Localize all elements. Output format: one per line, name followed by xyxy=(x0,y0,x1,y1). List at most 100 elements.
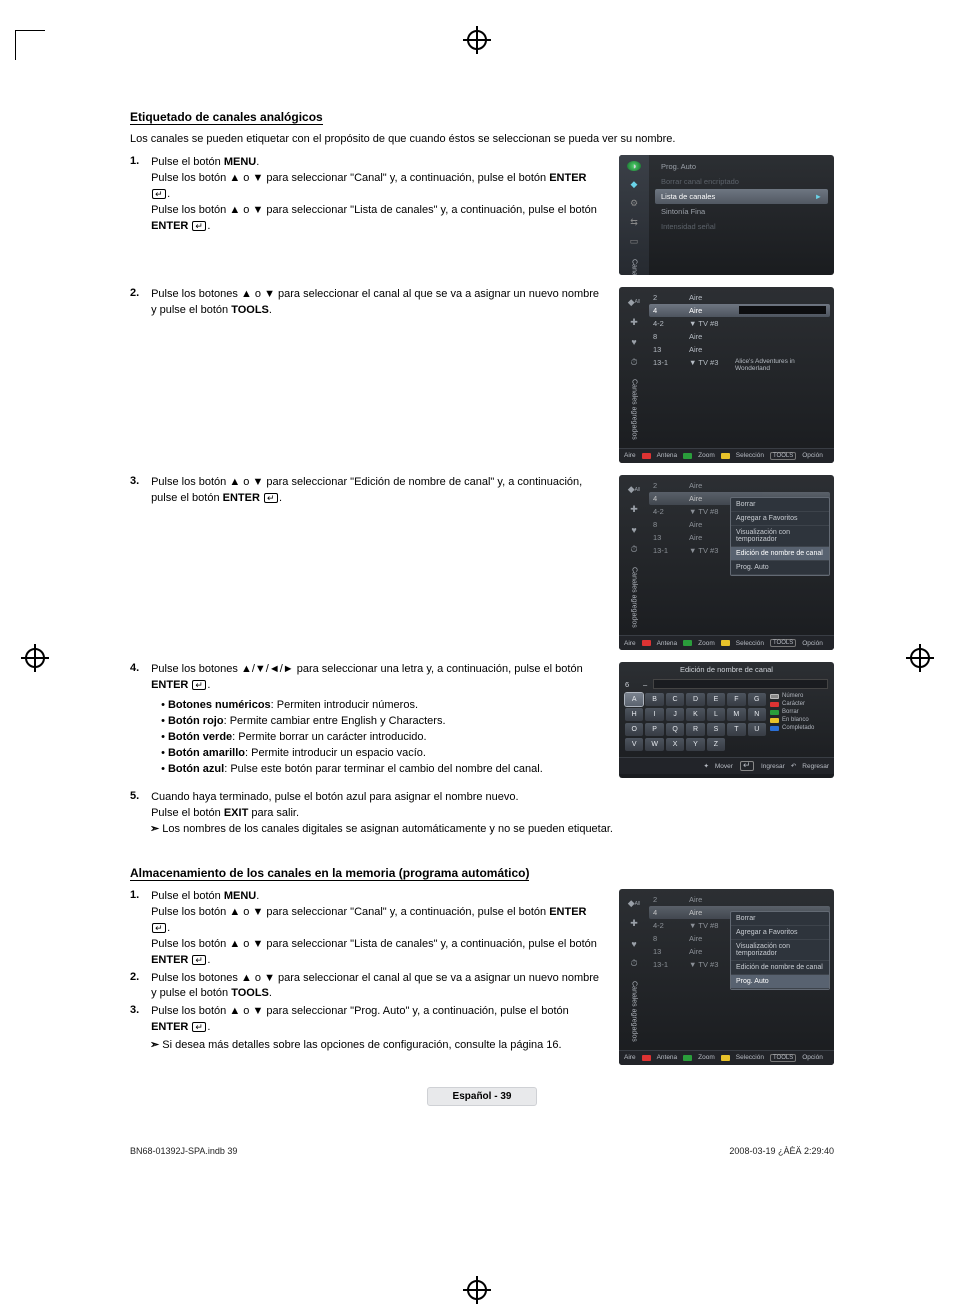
osd-footer: Aire Antena Zoom Selección TOOLSOpción xyxy=(619,635,834,650)
return-icon: ↶ xyxy=(791,762,796,770)
osd-key: V xyxy=(625,738,643,751)
enter-icon xyxy=(192,1022,206,1032)
channel-row: 13Aire xyxy=(649,343,830,356)
favorite-icon: ♥ xyxy=(627,335,641,349)
channel-type: Aire xyxy=(689,934,727,943)
osd-tools-popup: Borrar Agregar a Favoritos Visualización… xyxy=(730,911,830,990)
chevron-right-icon: ► xyxy=(815,192,822,201)
added-icon: ✚ xyxy=(627,315,641,329)
tools-item: Borrar xyxy=(731,912,829,926)
channel-type: Aire xyxy=(689,520,727,529)
osd-footer: Aire Antena Zoom Selección TOOLSOpción xyxy=(619,1050,834,1065)
text: Cuando haya terminado, pulse el botón az… xyxy=(151,791,519,803)
channel-number: 4-2 xyxy=(653,921,681,930)
channel-number: 4-2 xyxy=(653,507,681,516)
yellow-swatch-icon xyxy=(721,640,730,646)
step-2: 2. Pulse los botones ▲ o ▼ para seleccio… xyxy=(130,287,834,463)
osd-key: L xyxy=(707,708,725,721)
osd-key: O xyxy=(625,723,643,736)
step-body: Pulse el botón MENU. Pulse los botón ▲ o… xyxy=(151,889,603,969)
osd-placeholder: – xyxy=(643,680,647,689)
footer-label: Mover xyxy=(715,763,733,770)
text: Pulse los botones ▲ o ▼ para seleccionar… xyxy=(151,288,599,316)
channel-type: Aire xyxy=(689,908,727,917)
channel-number: 13 xyxy=(653,345,681,354)
list-item: Botón amarillo: Permite introducir un es… xyxy=(161,746,603,762)
channel-row-selected: 4Aire xyxy=(649,304,830,317)
yellow-swatch-icon xyxy=(721,1055,730,1061)
osd-edit-name-screenshot: Edición de nombre de canal 6 – ABCDEFGHI… xyxy=(619,662,834,778)
osd-name-input-row: 6 – xyxy=(619,677,834,693)
osd-keyboard: ABCDEFGHIJKLMNOPQRSTUVWXYZ Número Caráct… xyxy=(619,693,834,757)
bold: Botón verde xyxy=(168,731,232,743)
text: : Permiten introducir números. xyxy=(271,699,418,711)
added-icon: ✚ xyxy=(627,503,641,517)
channel-row: 2Aire xyxy=(649,291,830,304)
picture-icon: ◆ xyxy=(627,179,641,190)
channel-type: Aire xyxy=(689,895,727,904)
channel-number: 13-1 xyxy=(653,358,681,372)
osd-menu-screenshot: ◑ ◆ ⚙ ⇆ ▭ Canal Prog. Auto Borrar canal … xyxy=(619,155,834,275)
osd-key: J xyxy=(666,708,684,721)
section-title: Almacenamiento de los canales en la memo… xyxy=(130,866,529,881)
footer-label: Opción xyxy=(802,1054,823,1061)
bold: Botón azul xyxy=(168,763,224,775)
channel-number: 13-1 xyxy=(653,546,681,555)
osd-menu-item: Sintonía Fina xyxy=(655,204,828,219)
tools-label: TOOLS xyxy=(231,304,269,316)
channel-type: Aire xyxy=(689,494,727,503)
text: . xyxy=(256,890,259,902)
osd-key: N xyxy=(748,708,766,721)
enter-icon xyxy=(152,189,166,199)
step-body: Pulse el botón MENU. Pulse los botón ▲ o… xyxy=(151,155,603,235)
tools-item: Visualización con temporizador xyxy=(731,940,829,961)
text: : Permite introducir un espacio vacío. xyxy=(245,747,426,759)
page-number-label: Español - 39 xyxy=(427,1087,537,1106)
osd-sidebar: ◆All ✚ ♥ ⏱ Canales agregados xyxy=(623,291,645,440)
footer-label: Zoom xyxy=(698,1054,715,1061)
all-icon: ◆All xyxy=(627,483,641,497)
exit-label: EXIT xyxy=(224,807,248,819)
tools-key-icon: TOOLS xyxy=(770,1054,796,1062)
channel-number: 13-1 xyxy=(653,960,681,969)
step-body: Pulse los botón ▲ o ▼ para seleccionar "… xyxy=(151,475,603,507)
osd-footer: ✦Mover Ingresar ↶Regresar xyxy=(619,757,834,774)
red-swatch-icon xyxy=(642,453,651,459)
name-field xyxy=(739,306,826,314)
channel-row: 8Aire xyxy=(649,330,830,343)
enter-label: ENTER xyxy=(549,172,586,184)
text: Pulse los botón ▲ o ▼ para seleccionar "… xyxy=(151,204,597,216)
move-icon: ✦ xyxy=(703,762,708,770)
red-swatch-icon xyxy=(642,1055,651,1061)
osd-menu-items: Prog. Auto Borrar canal encriptado Lista… xyxy=(649,155,834,275)
osd-sidebar-label: Canales agregados xyxy=(631,379,638,440)
channel-name: Alice's Adventures in Wonderland xyxy=(735,358,826,372)
osd-key: K xyxy=(686,708,704,721)
text: Lista de canales xyxy=(661,192,715,201)
favorite-icon: ♥ xyxy=(627,937,641,951)
osd-sidebar-label: Canales agregados xyxy=(631,567,638,628)
footer-label: Aire xyxy=(624,640,636,647)
legend-label: Número xyxy=(782,693,803,699)
tools-item: Borrar xyxy=(731,498,829,512)
page-body: Etiquetado de canales analógicos Los can… xyxy=(0,0,954,1176)
step-body: Pulse los botón ▲ o ▼ para seleccionar "… xyxy=(151,1004,603,1036)
doc-id: BN68-01392J-SPA.indb 39 xyxy=(130,1146,237,1156)
text: Pulse el botón xyxy=(151,890,224,902)
legend-label: Completado xyxy=(782,725,814,731)
legend-label: En blanco xyxy=(782,717,809,723)
osd-tools-popup: Borrar Agregar a Favoritos Visualización… xyxy=(730,497,830,576)
osd-key: Z xyxy=(707,738,725,751)
step-number: 1. xyxy=(130,155,148,167)
step-number: 3. xyxy=(130,475,148,487)
green-swatch-icon xyxy=(683,453,692,459)
step-body: Pulse los botones ▲/▼/◄/► para seleccion… xyxy=(151,662,603,778)
channel-row: 13-1▼ TV #3Alice's Adventures in Wonderl… xyxy=(649,356,830,374)
channel-number: 2 xyxy=(653,481,681,490)
footer-label: Ingresar xyxy=(761,763,785,770)
osd-sidebar-label: Canal xyxy=(631,259,638,275)
step-body: Pulse los botones ▲ o ▼ para seleccionar… xyxy=(151,971,603,1003)
bold: Botón amarillo xyxy=(168,747,245,759)
osd-tools-screenshot-2: ◆All ✚ ♥ ⏱ Canales agregados 2Aire 4Aire… xyxy=(619,889,834,1065)
footer-label: Zoom xyxy=(698,640,715,647)
